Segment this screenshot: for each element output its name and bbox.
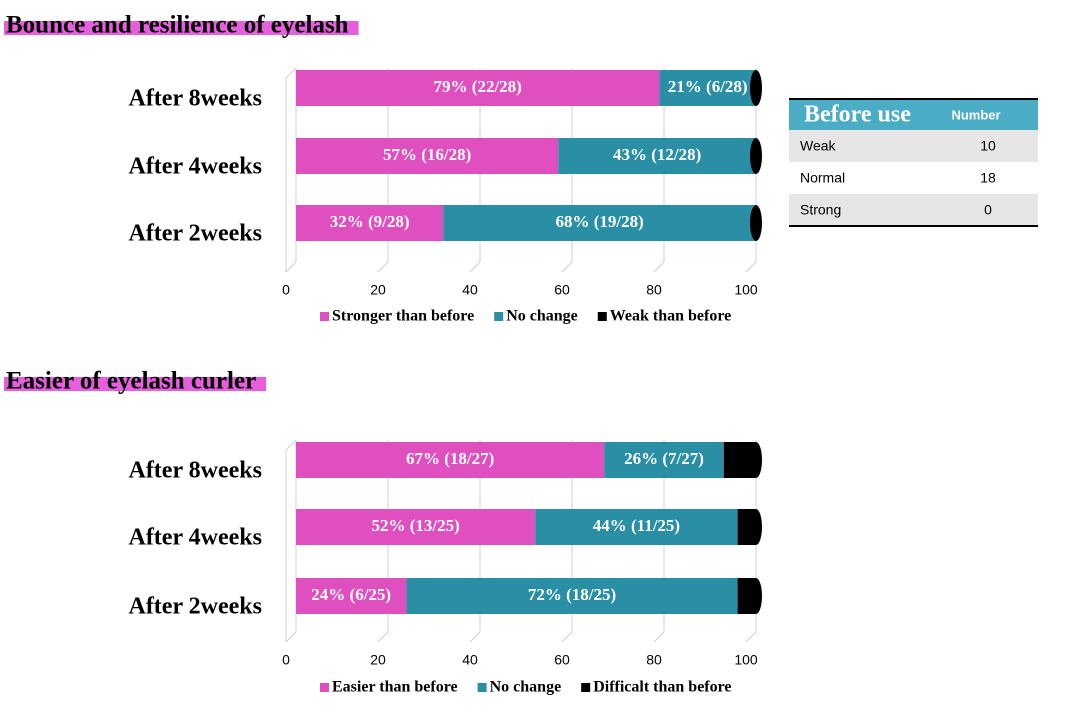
value-label: 67% (18/27) bbox=[406, 449, 494, 468]
table-cell: 0 bbox=[984, 202, 992, 218]
bar-segment bbox=[659, 70, 756, 106]
grid-floor-line bbox=[469, 631, 481, 643]
axis-wall-diag bbox=[285, 439, 297, 451]
legend-swatch bbox=[320, 312, 329, 321]
grid-floor-line bbox=[653, 261, 665, 273]
legend-swatch bbox=[477, 683, 487, 692]
x-tick-label: 60 bbox=[554, 652, 570, 668]
bar-segment bbox=[604, 442, 724, 478]
value-label: 24% (6/25) bbox=[311, 585, 391, 604]
x-tick-label: 40 bbox=[462, 282, 478, 298]
x-tick-label: 40 bbox=[462, 652, 478, 668]
value-label: 26% (7/27) bbox=[624, 449, 704, 468]
grid-floor-line bbox=[469, 261, 481, 273]
bar-end-cap bbox=[750, 442, 762, 478]
grid-floor-line bbox=[561, 261, 573, 273]
value-label: 79% (22/28) bbox=[434, 77, 522, 96]
bar-segment bbox=[296, 205, 444, 241]
bar-segment bbox=[296, 509, 536, 545]
bar-segment bbox=[406, 578, 738, 614]
bar-segment bbox=[535, 509, 738, 545]
legend-swatch bbox=[494, 312, 504, 321]
value-label: 44% (11/25) bbox=[593, 516, 680, 535]
x-tick-label: 0 bbox=[282, 282, 290, 298]
value-label: 72% (18/25) bbox=[528, 585, 616, 604]
title-highlight bbox=[4, 377, 267, 391]
table-cell: 18 bbox=[980, 170, 996, 186]
legend-label: No change bbox=[490, 679, 562, 696]
category-label: After 4weeks bbox=[128, 154, 262, 180]
legend-label: Stronger than before bbox=[332, 308, 474, 325]
legend-swatch bbox=[320, 683, 329, 692]
grid-floor-line bbox=[561, 631, 573, 643]
bar-end-cap bbox=[750, 205, 762, 241]
chart-title: Easier of eyelash curler bbox=[6, 368, 256, 395]
before-use-table: Before use Number Weak 10 Normal 18 Stro… bbox=[789, 98, 1038, 227]
x-tick-label: 80 bbox=[646, 282, 662, 298]
bar-end-cap bbox=[750, 138, 762, 174]
x-tick-label: 20 bbox=[370, 282, 386, 298]
table-cell: 10 bbox=[980, 138, 996, 154]
category-label: After 4weeks bbox=[128, 525, 262, 551]
value-label: 43% (12/28) bbox=[613, 145, 701, 164]
axis-wall-diag bbox=[285, 67, 297, 79]
bar-segment bbox=[296, 578, 407, 614]
legend-label: Weak than before bbox=[610, 308, 731, 325]
category-label: After 2weeks bbox=[128, 594, 262, 620]
value-label: 52% (13/25) bbox=[371, 516, 459, 535]
grid-floor-line bbox=[377, 261, 389, 273]
grid-floor-line bbox=[745, 631, 757, 643]
chart: Bounce and resilience of eyelash 0 20 40 60 8… bbox=[4, 12, 762, 325]
value-label: 21% (6/28) bbox=[668, 77, 748, 96]
grid-floor-line bbox=[745, 261, 757, 273]
category-label: After 2weeks bbox=[128, 221, 262, 247]
value-label: 57% (16/28) bbox=[383, 145, 471, 164]
legend-swatch bbox=[597, 312, 607, 321]
table-header: Number bbox=[951, 107, 1000, 122]
bar-segment bbox=[296, 138, 559, 174]
legend-label: Difficalt than before bbox=[593, 679, 731, 696]
grid-floor-line bbox=[285, 261, 297, 273]
x-tick-label: 100 bbox=[734, 282, 758, 298]
x-tick-label: 100 bbox=[734, 652, 758, 668]
bar-segment bbox=[558, 138, 756, 174]
grid-floor-line bbox=[653, 631, 665, 643]
value-label: 68% (19/28) bbox=[555, 212, 643, 231]
title-highlight bbox=[4, 21, 359, 35]
bar-end-cap bbox=[750, 70, 762, 106]
bar-segment bbox=[296, 442, 605, 478]
grid-floor-line bbox=[285, 631, 297, 643]
x-tick-label: 20 bbox=[370, 652, 386, 668]
x-tick-label: 0 bbox=[282, 652, 290, 668]
chart: Easier of eyelash curler 0 20 40 60 80 100 Afte… bbox=[4, 368, 762, 696]
legend-label: No change bbox=[506, 308, 578, 325]
category-label: After 8weeks bbox=[128, 458, 262, 484]
value-label: 32% (9/28) bbox=[330, 212, 410, 231]
bar-segment bbox=[296, 70, 660, 106]
category-label: After 8weeks bbox=[128, 86, 262, 112]
x-tick-label: 80 bbox=[646, 652, 662, 668]
bar-end-cap bbox=[750, 509, 762, 545]
table-header-bg bbox=[789, 100, 1038, 130]
bar-end-cap bbox=[750, 578, 762, 614]
legend-label: Easier than before bbox=[332, 679, 458, 696]
table-row-bg bbox=[789, 194, 1038, 226]
table-row-bg bbox=[789, 130, 1038, 162]
chart-title: Bounce and resilience of eyelash bbox=[6, 12, 349, 39]
table-cell: Normal bbox=[800, 170, 845, 186]
table-header: Before use bbox=[804, 102, 911, 128]
x-tick-label: 60 bbox=[554, 282, 570, 298]
table-cell: Weak bbox=[800, 138, 837, 154]
legend-swatch bbox=[581, 683, 591, 692]
bar-segment bbox=[443, 205, 756, 241]
table-cell: Strong bbox=[800, 202, 841, 218]
grid-floor-line bbox=[377, 631, 389, 643]
